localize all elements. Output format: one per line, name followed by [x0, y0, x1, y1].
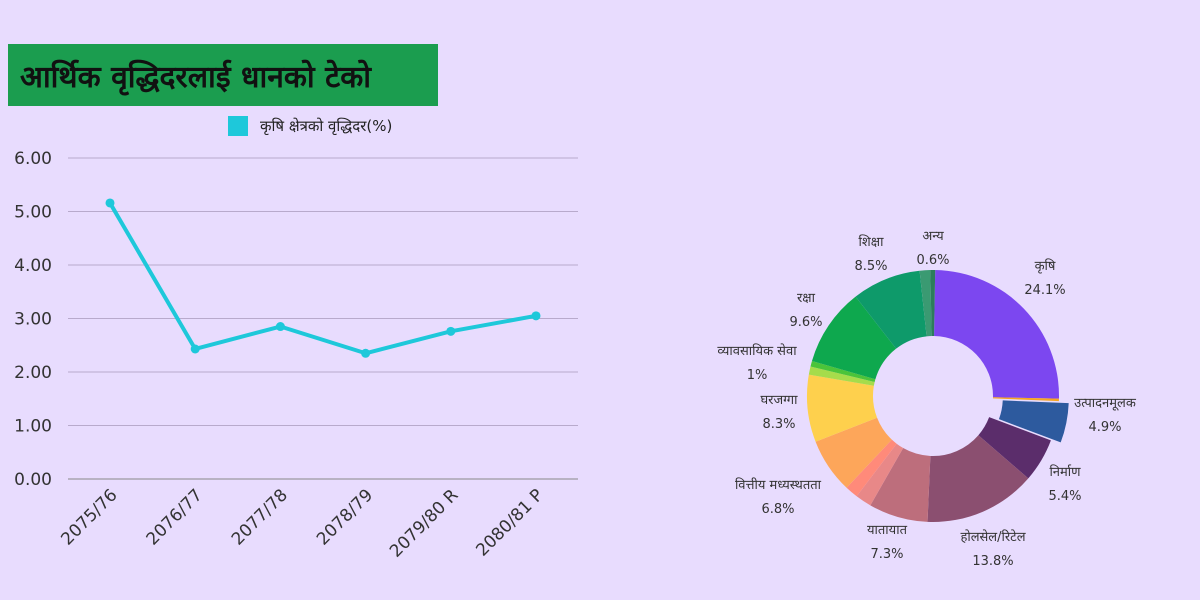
- pie-slice: [992, 397, 1059, 402]
- pie-slice: [808, 366, 875, 386]
- chart-title-banner: आर्थिक वृद्धिदरलाई धानको टेको: [8, 44, 438, 106]
- series-line: [108, 201, 537, 356]
- data-point: [361, 348, 371, 358]
- data-point: [531, 311, 541, 321]
- pie-slice: [807, 374, 878, 442]
- slice-label: उत्पादनमूलक: [1074, 396, 1137, 411]
- slice-percent: 8.3%: [762, 417, 795, 432]
- legend-label: कृषि क्षेत्रको वृद्धिदर(%): [260, 117, 393, 135]
- pie-slice: [810, 360, 876, 382]
- slice-label: शिक्षा: [859, 234, 885, 250]
- data-point: [105, 198, 115, 208]
- slice-percent: 4.9%: [1088, 420, 1121, 435]
- pie-slice: [978, 417, 1051, 479]
- slice-label: निर्माण: [1049, 464, 1081, 480]
- pie-slice: [811, 296, 897, 380]
- pie-slice: [815, 417, 892, 488]
- legend-swatch: [228, 116, 248, 136]
- slice-percent: 6.8%: [761, 502, 794, 517]
- x-tick-label: 2077/78: [228, 485, 292, 549]
- slice-percent: 24.1%: [1024, 283, 1065, 298]
- data-point: [190, 344, 200, 354]
- y-tick-label: 6.00: [14, 149, 52, 169]
- slice-percent: 0.6%: [916, 253, 949, 268]
- slice-percent: 13.8%: [972, 554, 1013, 569]
- pie-slice: [934, 270, 1059, 399]
- y-tick-label: 5.00: [14, 203, 52, 223]
- slice-label: वित्तीय मध्यस्थतता: [735, 477, 822, 493]
- pie-slice: [846, 439, 897, 497]
- slice-label: अन्य: [922, 229, 944, 244]
- slice-percent: 7.3%: [870, 547, 903, 562]
- y-tick-label: 1.00: [14, 417, 52, 437]
- slice-label: कृषि: [1035, 258, 1056, 274]
- legend: कृषि क्षेत्रको वृद्धिदर(%): [228, 116, 392, 136]
- data-point: [446, 326, 456, 336]
- slice-percent: 8.5%: [854, 259, 887, 274]
- data-point: [275, 322, 285, 332]
- pie-slice: [919, 270, 932, 337]
- slice-percent: 5.4%: [1048, 489, 1081, 504]
- x-tick-label: 2079/80 R: [386, 485, 462, 561]
- chart-title: आर्थिक वृद्धिदरलाई धानको टेको: [20, 59, 372, 95]
- x-tick-label: 2076/77: [143, 485, 207, 549]
- slice-label: यातायात: [867, 523, 908, 538]
- slice-label: रक्षा: [797, 291, 816, 306]
- y-tick-label: 3.00: [14, 310, 52, 330]
- pie-slice: [856, 443, 904, 506]
- slice-label: घरजग्गा: [761, 393, 799, 408]
- y-tick-label: 2.00: [14, 363, 52, 383]
- x-tick-label: 2078/79: [313, 485, 377, 549]
- x-tick-label: 2075/76: [57, 485, 121, 549]
- pie-slice: [998, 400, 1069, 443]
- pie-slice: [927, 435, 1029, 522]
- pie-slice: [870, 448, 931, 522]
- slice-label: व्यावसायिक सेवा: [717, 343, 797, 359]
- y-tick-label: 0.00: [14, 470, 52, 490]
- slice-label: होलसेल/रिटेल: [960, 529, 1025, 545]
- line-chart: 0.00 1.00 2.00 3.00 4.00 5.00 6.00 2075/76 2076/…: [14, 149, 578, 562]
- slice-percent: 1%: [747, 368, 768, 383]
- pie-slice: [930, 270, 936, 337]
- x-tick-label: 2080/81 P: [472, 485, 547, 560]
- y-tick-label: 4.00: [14, 256, 52, 276]
- slice-percent: 9.6%: [789, 315, 822, 330]
- pie-slice: [855, 270, 927, 349]
